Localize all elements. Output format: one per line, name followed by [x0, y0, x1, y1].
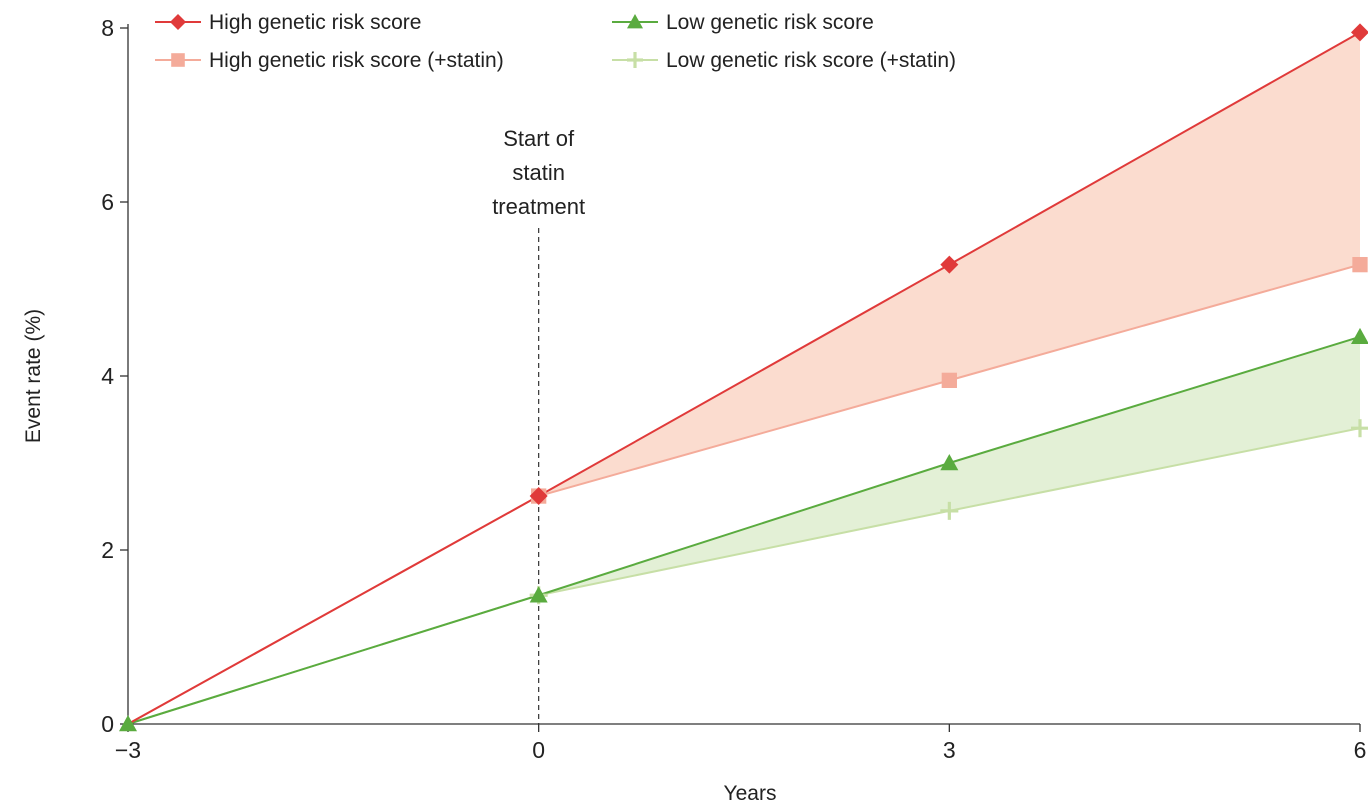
legend: High genetic risk score High genetic risk… — [155, 11, 956, 72]
axes — [127, 24, 1360, 725]
legend-label: Low genetic risk score — [666, 11, 874, 34]
data-point-triangle — [627, 14, 643, 29]
legend-item-low-genetic-risk-score-statin: Low genetic risk score (+statin) — [612, 49, 956, 72]
annotation-line: statin — [512, 160, 565, 185]
annotation-line: treatment — [492, 194, 585, 219]
data-point-diamond — [1351, 23, 1368, 42]
legend-label: High genetic risk score — [209, 11, 421, 34]
data-point-plus — [627, 52, 643, 68]
x-tick-label: 6 — [1354, 737, 1367, 763]
data-point-diamond — [940, 255, 959, 274]
series-line-high-genetic-risk-score-statin — [127, 263, 1361, 725]
data-point-diamond — [529, 487, 548, 506]
data-point-square — [941, 372, 957, 388]
data-point-diamond — [170, 14, 186, 30]
x-tick-label: −3 — [115, 737, 141, 763]
legend-item-low-genetic-risk-score: Low genetic risk score — [612, 11, 874, 34]
data-point-plus — [940, 501, 959, 520]
data-point-triangle — [1351, 327, 1368, 345]
x-tick-label: 0 — [532, 737, 545, 763]
legend-item-high-genetic-risk-score-statin: High genetic risk score (+statin) — [155, 49, 504, 72]
x-ticks: −3 0 3 6 — [115, 724, 1367, 763]
legend-label: Low genetic risk score (+statin) — [666, 49, 956, 72]
y-axis-title: Event rate (%) — [22, 309, 45, 443]
y-tick-label: 0 — [101, 711, 114, 737]
statin-start-annotation: Start of statin treatment — [492, 126, 585, 219]
series-markers — [119, 23, 1368, 732]
x-axis-title: Years — [724, 782, 777, 805]
x-tick-label: 3 — [943, 737, 956, 763]
data-point-plus — [1351, 419, 1368, 438]
data-point-triangle — [529, 586, 548, 603]
series-line-high-genetic-risk-score — [127, 31, 1361, 725]
shaded-regions — [128, 32, 1360, 725]
annotation-line: Start of — [503, 126, 575, 151]
y-tick-label: 4 — [101, 363, 114, 389]
legend-item-high-genetic-risk-score: High genetic risk score — [155, 11, 421, 34]
legend-label: High genetic risk score (+statin) — [209, 49, 504, 72]
data-point-square — [171, 53, 185, 67]
y-tick-label: 6 — [101, 189, 114, 215]
data-point-triangle — [119, 715, 137, 732]
data-point-triangle — [940, 454, 959, 471]
y-tick-label: 2 — [101, 537, 114, 563]
series-line-low-genetic-risk-score-statin — [127, 427, 1361, 725]
series-line-low-genetic-risk-score — [127, 335, 1361, 725]
shaded-region — [128, 336, 1360, 724]
y-tick-label: 8 — [101, 15, 114, 41]
series-lines — [127, 31, 1361, 725]
y-ticks: 0 2 4 6 8 — [101, 15, 128, 737]
data-point-square — [1352, 256, 1368, 273]
